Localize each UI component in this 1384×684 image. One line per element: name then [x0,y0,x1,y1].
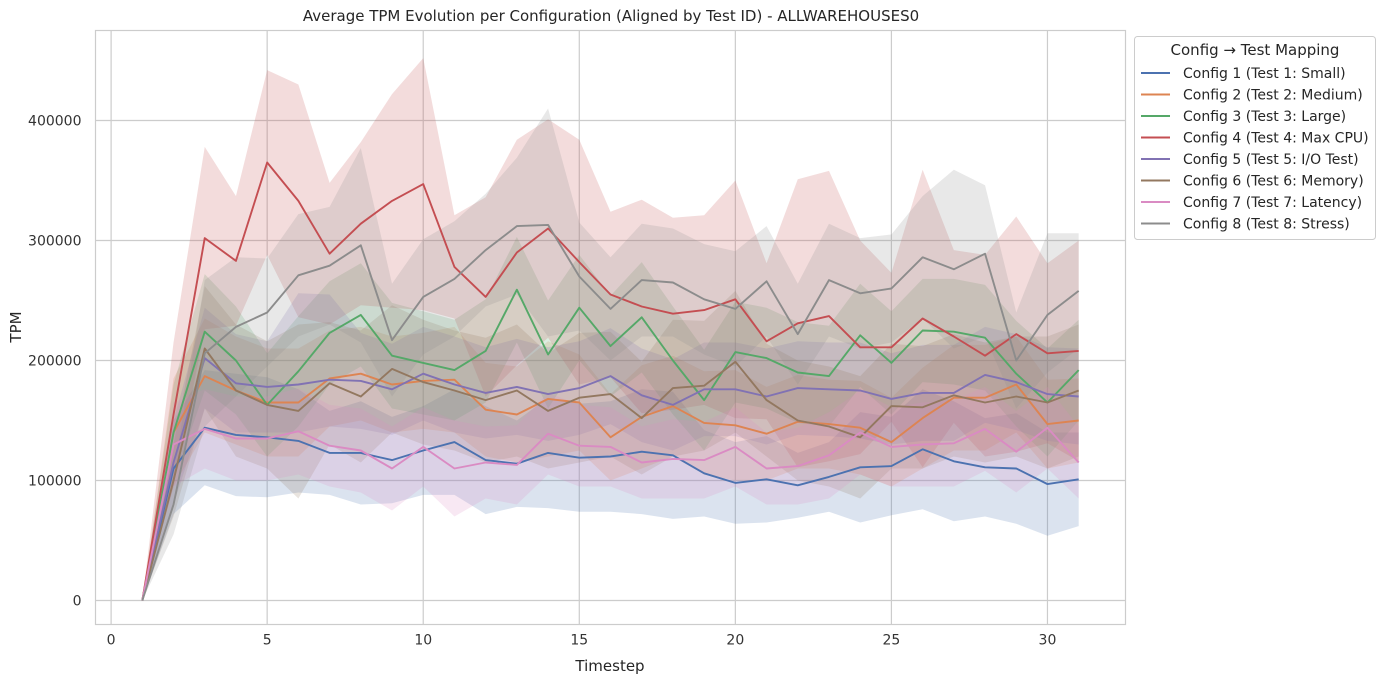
band-series-4 [142,58,1079,601]
x-axis-ticks: 0 5 10 15 20 25 30 [107,633,1057,649]
x-tick-label: 25 [882,633,900,649]
y-tick-label: 0 [73,594,82,610]
series-lines [141,161,1080,601]
band-series-8 [142,108,1079,601]
band-series-5 [142,293,1079,601]
legend-item-1: Config 1 (Test 1: Small) [1141,66,1346,82]
line-series-7 [141,426,1080,601]
legend-item-7: Config 7 (Test 7: Latency) [1141,195,1362,211]
legend-item-3: Config 3 (Test 3: Large) [1141,109,1346,125]
x-tick-label: 0 [107,633,116,649]
legend-label: Config 2 (Test 2: Medium) [1183,88,1363,104]
y-tick-label: 100000 [28,474,81,490]
line-series-6 [141,347,1080,601]
legend-label: Config 1 (Test 1: Small) [1183,66,1346,82]
x-axis-label: Timestep [574,657,644,675]
y-tick-label: 200000 [28,354,81,370]
y-axis-label: TPM [7,311,25,343]
x-tick-label: 20 [726,633,744,649]
line-series-8 [141,223,1080,601]
line-series-1 [141,426,1079,601]
band-series-3 [142,236,1079,601]
line-series-2 [141,372,1079,601]
line-series-3 [141,288,1080,601]
legend-item-2: Config 2 (Test 2: Medium) [1141,88,1363,104]
band-series-7 [142,386,1079,601]
legend-item-4: Config 4 (Test 4: Max CPU) [1141,131,1369,147]
legend-frame [1134,36,1376,240]
line-series-5 [141,357,1079,601]
legend-items: Config 1 (Test 1: Small) Config 2 (Test 2… [1141,66,1369,233]
plot-area [94,29,1127,626]
legend-label: Config 3 (Test 3: Large) [1183,109,1346,125]
legend-label: Config 8 (Test 8: Stress) [1183,217,1350,233]
x-tick-label: 5 [263,633,272,649]
line-series-4 [141,161,1079,601]
band-series-1 [142,370,1079,601]
legend-label: Config 5 (Test 5: I/O Test) [1183,152,1359,168]
y-axis-ticks: 0 100000 200000 300000 400000 [28,114,81,610]
band-series-6 [142,286,1079,601]
legend-title: Config → Test Mapping [1171,41,1340,59]
chart-title: Average TPM Evolution per Configuration … [303,7,919,25]
legend-item-6: Config 6 (Test 6: Memory) [1141,174,1364,190]
x-tick-label: 10 [414,633,432,649]
y-tick-label: 400000 [28,114,81,130]
x-tick-label: 30 [1039,633,1057,649]
plot-frame [94,29,1127,626]
legend-label: Config 4 (Test 4: Max CPU) [1183,131,1369,147]
legend-item-8: Config 8 (Test 8: Stress) [1141,217,1350,233]
confidence-bands [142,58,1079,601]
legend-item-5: Config 5 (Test 5: I/O Test) [1141,152,1359,168]
legend: Config → Test Mapping Config 1 (Test 1: … [1134,36,1376,240]
x-tick-label: 15 [570,633,588,649]
gridlines [95,30,1126,625]
legend-label: Config 7 (Test 7: Latency) [1183,195,1362,211]
legend-label: Config 6 (Test 6: Memory) [1183,174,1364,190]
y-tick-label: 300000 [28,234,81,250]
